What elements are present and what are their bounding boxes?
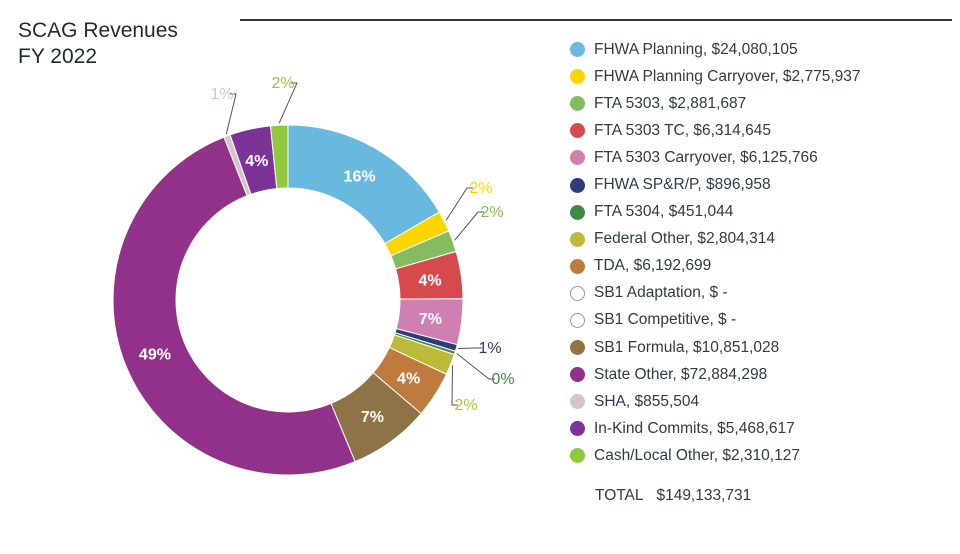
leader-line [458,347,482,350]
legend-item: FHWA Planning Carryover, $2,775,937 [570,63,861,90]
legend-label: SB1 Competitive, $ - [594,311,737,329]
legend-label: FTA 5303, $2,881,687 [594,94,747,112]
percent-label: 4% [418,272,441,289]
percent-label: 1% [210,86,233,103]
legend-item: Cash/Local Other, $2,310,127 [570,442,861,469]
legend-dot-icon [570,204,585,220]
legend-item: SHA, $855,504 [570,388,861,415]
legend-item: Federal Other, $2,804,314 [570,226,861,253]
legend-label: Federal Other, $2,804,314 [594,230,775,248]
leader-line [445,187,473,221]
legend-dot-icon [570,312,585,328]
legend-dot-icon [570,367,585,383]
leader-line [451,365,458,406]
legend-item: TDA, $6,192,699 [570,253,861,280]
legend-dot-icon [570,421,585,437]
legend-dot-icon [570,42,585,58]
legend-label: SB1 Adaptation, $ - [594,284,728,302]
leader-line [454,211,484,241]
leader-line [278,82,298,124]
total-row: TOTAL $149,133,731 [595,487,751,505]
percent-label: 16% [344,169,376,186]
legend-label: SHA, $855,504 [594,392,700,410]
legend-dot-icon [570,285,585,301]
legend-item: SB1 Formula, $10,851,028 [570,334,861,361]
percent-label: 4% [397,371,420,388]
legend-label: FTA 5303 TC, $6,314,645 [594,121,771,139]
total-label: TOTAL [595,487,644,504]
legend-dot-icon [570,340,585,356]
legend-label: FHWA Planning Carryover, $2,775,937 [594,67,861,85]
legend-dot-icon [570,394,585,410]
legend-label: FHWA Planning, $24,080,105 [594,40,798,58]
legend-dot-icon [570,69,585,85]
legend-item: FHWA SP&R/P, $896,958 [570,171,861,198]
legend-label: FTA 5303 Carryover, $6,125,766 [594,148,818,166]
legend-label: FHWA SP&R/P, $896,958 [594,176,771,194]
percent-label: 2% [271,75,294,92]
leader-line [225,93,237,135]
chart-title: SCAG Revenues FY 2022 [18,19,178,68]
percent-label: 1% [478,340,501,357]
legend-label: SB1 Formula, $10,851,028 [594,338,780,356]
legend-item: FHWA Planning, $24,080,105 [570,36,861,63]
slice-state-other [112,136,356,476]
header-rule [240,19,952,21]
legend-dot-icon [570,448,585,464]
legend-label: In-Kind Commits, $5,468,617 [594,419,795,437]
percent-label: 7% [361,409,384,426]
legend-item: FTA 5304, $451,044 [570,199,861,226]
legend-dot-icon [570,231,585,247]
legend-dot-icon [570,96,585,112]
total-value: $149,133,731 [656,487,752,504]
percent-label: 2% [469,180,492,197]
legend-item: FTA 5303 TC, $6,314,645 [570,117,861,144]
legend-label: TDA, $6,192,699 [594,257,712,275]
percent-label: 49% [139,347,171,364]
percent-label: 7% [419,311,442,328]
legend-item: FTA 5303 Carryover, $6,125,766 [570,144,861,171]
legend-item: SB1 Competitive, $ - [570,307,861,334]
legend-dot-icon [570,177,585,193]
slice-cash-local-other [269,124,289,190]
legend-label: State Other, $72,884,298 [594,365,768,383]
legend-label: Cash/Local Other, $2,310,127 [594,446,800,464]
legend-item: FTA 5303, $2,881,687 [570,90,861,117]
percent-label: 4% [245,153,268,170]
legend: FHWA Planning, $24,080,105 FHWA Planning … [570,36,861,470]
legend-dot-icon [570,150,585,166]
percent-label: 0% [491,371,514,388]
legend-item: State Other, $72,884,298 [570,361,861,388]
legend-item: SB1 Adaptation, $ - [570,280,861,307]
donut-chart: 16% 2% 2% 4% 7% 1% 0% 2% 4% 7% 49% 1% 4% 2% [112,75,515,476]
percent-label: 2% [454,397,477,414]
legend-label: FTA 5304, $451,044 [594,203,734,221]
legend-item: In-Kind Commits, $5,468,617 [570,415,861,442]
legend-dot-icon [570,123,585,139]
percent-label: 2% [480,204,503,221]
leader-line [456,353,495,380]
legend-dot-icon [570,258,585,274]
